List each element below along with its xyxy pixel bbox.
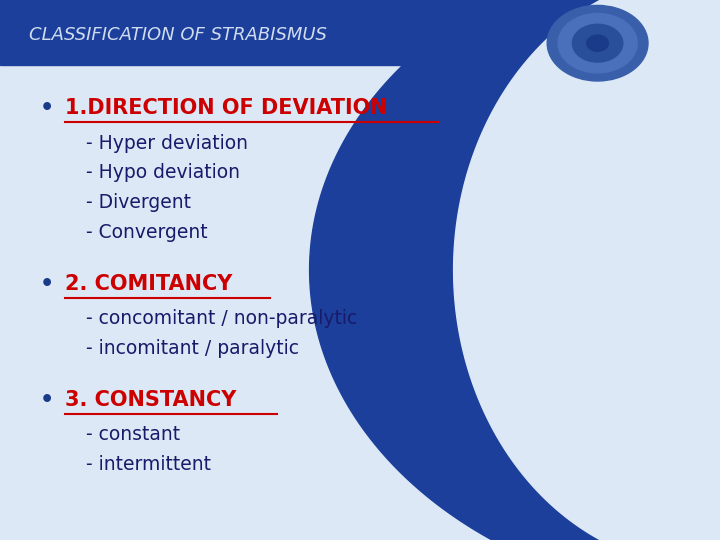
Text: - Convergent: - Convergent xyxy=(86,222,208,242)
Text: 3. CONSTANCY: 3. CONSTANCY xyxy=(65,389,236,410)
Text: - Hypo deviation: - Hypo deviation xyxy=(86,163,240,183)
Polygon shape xyxy=(0,0,720,65)
Text: •: • xyxy=(40,273,54,294)
Circle shape xyxy=(558,14,637,73)
Text: - incomitant / paralytic: - incomitant / paralytic xyxy=(86,339,300,358)
Circle shape xyxy=(572,24,623,62)
Circle shape xyxy=(547,5,648,81)
Text: - Hyper deviation: - Hyper deviation xyxy=(86,133,248,153)
Text: - Divergent: - Divergent xyxy=(86,193,192,212)
Polygon shape xyxy=(454,0,720,540)
Text: •: • xyxy=(40,389,54,410)
Text: CLASSIFICATION OF STRABISMUS: CLASSIFICATION OF STRABISMUS xyxy=(29,26,327,44)
Text: - intermittent: - intermittent xyxy=(86,455,212,474)
Circle shape xyxy=(587,35,608,51)
Text: - constant: - constant xyxy=(86,425,181,444)
Text: •: • xyxy=(40,98,54,118)
Text: 2. COMITANCY: 2. COMITANCY xyxy=(65,273,232,294)
Polygon shape xyxy=(310,0,720,540)
Text: 1.DIRECTION OF DEVIATION: 1.DIRECTION OF DEVIATION xyxy=(65,98,387,118)
Text: - concomitant / non-paralytic: - concomitant / non-paralytic xyxy=(86,309,358,328)
